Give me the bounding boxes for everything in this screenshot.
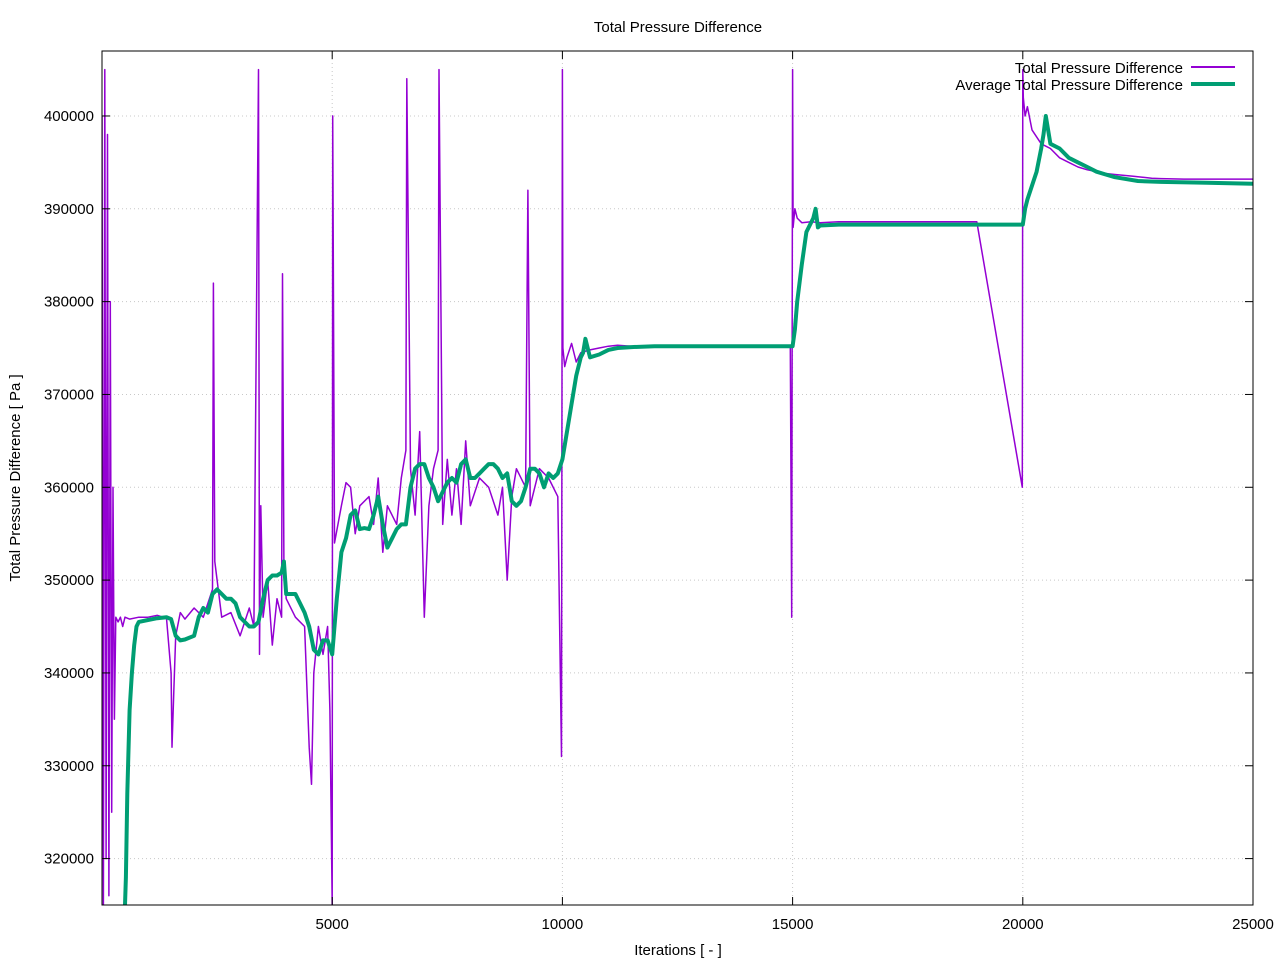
y-tick-label: 340000 [44,665,94,682]
x-tick-label: 15000 [772,916,814,933]
x-tick-label: 20000 [1002,916,1044,933]
y-tick-label: 360000 [44,479,94,496]
grid [102,51,1254,905]
y-tick-label: 370000 [44,386,94,403]
y-tick-label: 390000 [44,201,94,218]
x-tick-label: 5000 [316,916,349,933]
x-tick-label: 25000 [1232,916,1274,933]
y-axis-label: Total Pressure Difference [ Pa ] [7,374,24,581]
y-tick-label: 400000 [44,108,94,125]
ticks: 5000 10000 15000 20000 25000 320000 330000 3400… [44,51,1274,933]
y-tick-label: 320000 [44,851,94,868]
series-line-average-total-pressure [123,114,1253,905]
series-line-total-pressure [102,68,1253,905]
chart-title: Total Pressure Difference [594,19,762,36]
y-tick-label: 380000 [44,294,94,311]
y-tick-label: 330000 [44,758,94,775]
series-layer [102,68,1253,905]
legend-label-average-total-pressure: Average Total Pressure Difference [955,77,1183,94]
plot-frame [101,50,1254,906]
x-axis-label: Iterations [ - ] [634,942,722,959]
x-tick-label: 10000 [542,916,584,933]
legend-label-total-pressure: Total Pressure Difference [1015,60,1183,77]
y-tick-label: 350000 [44,572,94,589]
legend: Total Pressure Difference Average Total … [955,60,1235,94]
